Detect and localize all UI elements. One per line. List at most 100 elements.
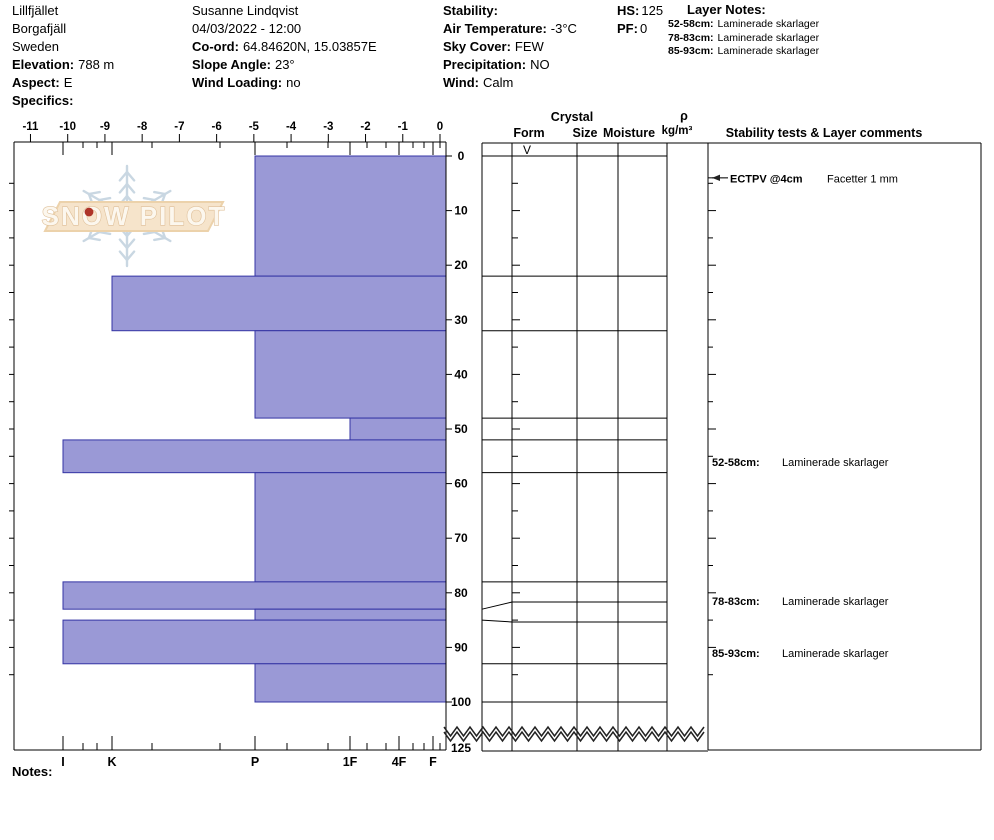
snowflake-branch <box>125 250 136 262</box>
crystal-group-header: Crystal <box>551 110 593 124</box>
slope-angle-value: 23° <box>274 57 295 72</box>
pf-label: PF: <box>617 21 638 36</box>
location-name: Lillfjället <box>12 3 59 18</box>
hs-row: HS: 125 <box>617 2 663 20</box>
layer-comment-text: Laminerade skarlager <box>782 596 889 608</box>
wind-loading-value: no <box>286 75 301 90</box>
layer-bar <box>349 417 447 441</box>
air-temp-row: Air Temperature: -3°C <box>443 20 577 38</box>
depth-axis-label: 0 <box>458 149 465 163</box>
observation-datetime: 04/03/2022 - 12:00 <box>192 21 302 36</box>
layer-note-range: 78-83cm: <box>668 31 714 44</box>
stability-test-comment: Facetter 1 mm <box>827 173 898 185</box>
depth-axis-label: 100 <box>451 695 471 709</box>
layer-bar <box>254 608 447 621</box>
snowflake-branch <box>98 196 112 202</box>
stability-label: Stability: <box>443 3 498 18</box>
wind-row: Wind: Calm <box>443 74 577 92</box>
sky-cover-value: FEW <box>514 39 544 54</box>
specifics-label: Specifics: <box>12 93 74 108</box>
table-row-connector <box>481 619 513 623</box>
temp-axis-tick-label: 0 <box>437 121 443 133</box>
sky-cover-label: Sky Cover: <box>443 39 511 54</box>
layer-comment-range: 52-58cm: <box>712 457 760 469</box>
layer-note-range: 52-58cm: <box>668 18 714 30</box>
layer-bar <box>254 330 447 419</box>
depth-axis-label: 20 <box>454 258 468 272</box>
observer-name: Susanne Lindqvist <box>192 3 299 18</box>
coord-label: Co-ord: <box>192 39 239 54</box>
layer-bar <box>254 663 447 703</box>
layer-note-range: 85-93cm: <box>668 45 714 57</box>
layer-note-item: 78-83cm: Laminerade skarlager <box>668 32 819 46</box>
layer-notes-title: Layer Notes: <box>687 2 766 17</box>
table-row-connector <box>481 601 513 610</box>
layer-note-text: Laminerade skarlager <box>717 18 820 30</box>
depth-axis-break-zigzag <box>443 725 705 738</box>
location-country: Sweden <box>12 39 59 54</box>
layer-note-text: Laminerade skarlager <box>717 45 820 57</box>
slope-angle-label: Slope Angle: <box>192 57 271 72</box>
total-depth-label: 125 <box>451 741 471 755</box>
snowflake-branch <box>125 238 136 250</box>
form-column-header: Form <box>513 126 544 140</box>
temp-axis-tick-label: -2 <box>360 121 370 133</box>
layer-comment-range: 85-93cm: <box>712 648 760 660</box>
wind-value: Calm <box>482 75 514 90</box>
coord-value: 64.84620N, 15.03857E <box>242 39 377 54</box>
layer-comment-text: Laminerade skarlager <box>782 457 889 469</box>
stability-row: Stability: <box>443 2 577 20</box>
precipitation-label: Precipitation: <box>443 57 527 72</box>
logo-red-dot <box>84 207 94 217</box>
wind-loading-row: Wind Loading: no <box>192 74 377 92</box>
layer-comment-text: Laminerade skarlager <box>782 648 889 660</box>
hardness-axis-label: 4F <box>392 755 407 769</box>
density-unit-header: kg/m³ <box>662 125 693 137</box>
layer-bar <box>254 155 447 277</box>
snowflake-branch <box>142 196 156 202</box>
hs-value: 125 <box>641 3 664 18</box>
snowflake-branch <box>118 170 129 182</box>
temp-axis-tick-label: -8 <box>137 121 148 133</box>
annotation-arrow-head <box>712 174 720 182</box>
snowflake-branch <box>153 236 167 242</box>
hardness-axis-label: K <box>107 755 116 769</box>
hardness-axis-label: P <box>251 755 259 769</box>
wind-loading-label: Wind Loading: <box>192 75 283 90</box>
snowflake-branch <box>98 230 112 236</box>
depth-axis-label: 10 <box>454 204 468 218</box>
snowflake-branch <box>118 182 129 194</box>
air-temp-label: Air Temperature: <box>443 21 547 36</box>
depth-axis-label: 30 <box>454 313 468 327</box>
temp-axis-tick-label: -11 <box>22 121 39 133</box>
comments-column-header: Stability tests & Layer comments <box>726 126 923 140</box>
coord-row: Co-ord: 64.84620N, 15.03857E <box>192 38 377 56</box>
precipitation-value: NO <box>530 57 550 72</box>
depth-axis-label: 80 <box>454 586 468 600</box>
logo-text: SNOW PILOT <box>42 201 227 231</box>
layer-bar <box>254 472 447 583</box>
hardness-axis-label: F <box>429 755 437 769</box>
depth-axis-label: 70 <box>454 531 468 545</box>
depth-axis-label: 60 <box>454 477 468 491</box>
snowflake-branch <box>153 190 167 196</box>
aspect-value: E <box>63 75 73 90</box>
size-column-header: Size <box>572 126 597 140</box>
specifics-row: Specifics: <box>12 92 114 110</box>
depth-axis-label: 90 <box>454 640 468 654</box>
layer-note-item: 85-93cm: Laminerade skarlager <box>668 45 819 59</box>
layer-bar <box>111 275 447 332</box>
layer-note-item: 52-58cm: Laminerade skarlager <box>668 18 819 32</box>
depth-axis-break-zigzag <box>443 730 705 743</box>
elevation-label: Elevation: <box>12 57 75 72</box>
sky-cover-row: Sky Cover: FEW <box>443 38 577 56</box>
temp-axis-tick-label: -1 <box>398 121 409 133</box>
snowflake-branch <box>87 236 101 242</box>
elevation-row: Elevation: 788 m <box>12 56 114 74</box>
layer-comment-range: 78-83cm: <box>712 596 760 608</box>
layer-bar <box>62 581 447 610</box>
moisture-column-header: Moisture <box>603 126 655 140</box>
wind-label: Wind: <box>443 75 479 90</box>
hs-label: HS: <box>617 3 640 18</box>
